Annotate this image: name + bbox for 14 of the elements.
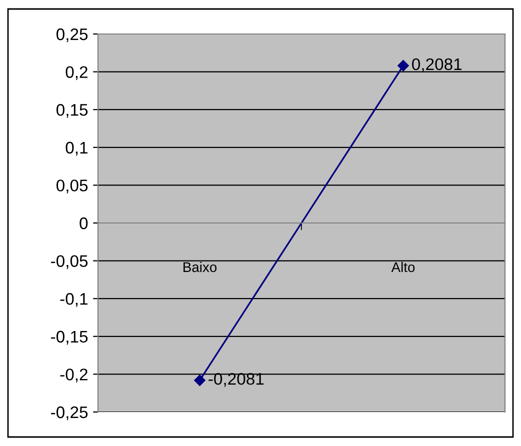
y-tick-label: 0,2: [66, 66, 88, 80]
y-tick-label: -0,15: [51, 330, 88, 345]
y-tick-label: -0,05: [51, 255, 88, 269]
y-tick-label: -0,25: [51, 406, 88, 420]
y-tick-label: 0: [80, 217, 88, 230]
y-tick-label: 0,25: [56, 28, 88, 42]
y-tick-label: -0,1: [60, 293, 88, 307]
data-label: 0,2081: [412, 58, 462, 72]
x-tick-label: Alto: [391, 262, 415, 272]
y-tick-label: 0,05: [56, 180, 88, 194]
y-tick-label: 0,15: [56, 104, 88, 118]
y-tick-label: -0,2: [60, 368, 88, 382]
x-tick-label: Baixo: [184, 262, 217, 272]
y-tick-label: 0,1: [66, 142, 88, 156]
